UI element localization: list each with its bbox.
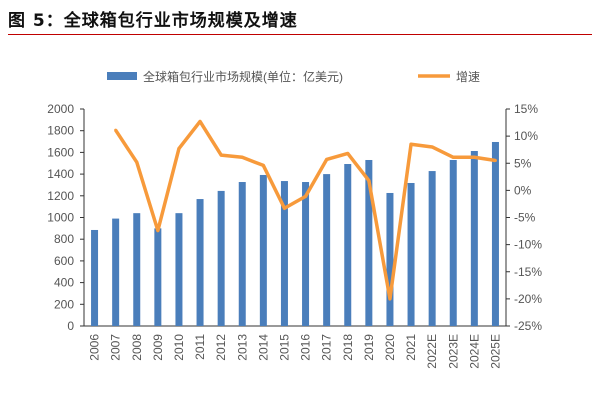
left-tick-label: 600 xyxy=(54,254,74,268)
right-tick-label: -25% xyxy=(514,319,542,333)
growth-point xyxy=(219,153,223,157)
x-tick-label: 2008 xyxy=(130,334,144,361)
bar xyxy=(217,190,225,326)
x-tick-label: 2012 xyxy=(214,334,228,361)
growth-point xyxy=(156,229,160,233)
x-tick-label: 2015 xyxy=(277,334,291,361)
bar xyxy=(323,174,331,326)
x-tick-label: 2022E xyxy=(425,334,439,369)
bar xyxy=(154,228,162,326)
growth-point xyxy=(367,179,371,183)
growth-point xyxy=(177,147,181,151)
growth-point xyxy=(282,206,286,210)
bar xyxy=(112,218,120,326)
x-tick-label: 2013 xyxy=(235,334,249,361)
right-tick-label: -15% xyxy=(514,265,542,279)
x-tick-label: 2016 xyxy=(299,334,313,361)
left-tick-label: 1600 xyxy=(47,145,74,159)
bar xyxy=(175,213,183,326)
right-tick-label: -5% xyxy=(514,211,536,225)
bar xyxy=(280,181,288,326)
figure-title: 图 5：全球箱包行业市场规模及增速 xyxy=(8,11,298,31)
growth-point xyxy=(325,157,329,161)
bar xyxy=(344,164,352,326)
right-tick-label: -10% xyxy=(514,238,542,252)
x-tick-label: 2007 xyxy=(109,334,123,361)
x-tick-label: 2010 xyxy=(172,334,186,361)
left-tick-label: 1000 xyxy=(47,211,74,225)
bar xyxy=(365,159,373,326)
x-tick-label: 2017 xyxy=(320,334,334,361)
bar xyxy=(407,182,415,326)
title-divider xyxy=(8,34,592,35)
right-tick-label: -20% xyxy=(514,292,542,306)
left-tick-label: 1200 xyxy=(47,189,74,203)
bar xyxy=(302,182,310,326)
growth-point xyxy=(135,160,139,164)
legend-bar-label: 全球箱包行业市场规模(单位：亿美元) xyxy=(143,69,343,84)
legend-line-label: 增速 xyxy=(456,70,480,84)
left-tick-label: 1400 xyxy=(47,167,74,181)
bar xyxy=(91,229,99,326)
left-tick-label: 800 xyxy=(54,232,74,246)
bar xyxy=(196,199,204,326)
right-tick-label: 10% xyxy=(514,129,538,143)
growth-point xyxy=(388,297,392,301)
growth-point xyxy=(304,194,308,198)
x-tick-label: 2018 xyxy=(341,334,355,361)
growth-point xyxy=(409,142,413,146)
bar xyxy=(449,159,457,326)
left-tick-label: 200 xyxy=(54,297,74,311)
right-tick-label: 0% xyxy=(514,183,532,197)
x-tick-label: 2024E xyxy=(467,334,481,369)
growth-point xyxy=(451,155,455,159)
growth-point xyxy=(430,145,434,149)
left-tick-label: 2000 xyxy=(47,102,74,116)
x-tick-label: 2023E xyxy=(446,334,460,369)
left-tick-label: 1800 xyxy=(47,124,74,138)
left-tick-label: 400 xyxy=(54,276,74,290)
bar xyxy=(238,182,246,326)
x-tick-label: 2014 xyxy=(256,334,270,361)
bar xyxy=(133,213,141,326)
growth-point xyxy=(472,155,476,159)
x-tick-label: 2011 xyxy=(193,334,207,360)
bar xyxy=(428,171,436,326)
bar xyxy=(491,141,499,326)
growth-point xyxy=(346,151,350,155)
x-tick-label: 2025E xyxy=(488,334,502,369)
bar xyxy=(259,174,267,326)
legend-bar-swatch xyxy=(107,72,137,80)
x-tick-label: 2009 xyxy=(151,334,165,361)
growth-point xyxy=(261,163,265,167)
x-tick-label: 2019 xyxy=(362,334,376,361)
x-tick-label: 2020 xyxy=(383,334,397,361)
left-tick-label: 0 xyxy=(67,319,74,333)
growth-point xyxy=(114,128,118,132)
growth-point xyxy=(240,155,244,159)
right-tick-label: 5% xyxy=(514,156,532,170)
bar xyxy=(386,192,394,326)
bar xyxy=(470,150,478,326)
growth-point xyxy=(198,119,202,123)
right-tick-label: 15% xyxy=(514,102,538,116)
x-tick-label: 2006 xyxy=(88,334,102,361)
x-tick-label: 2021 xyxy=(404,334,418,361)
growth-point xyxy=(493,159,497,163)
